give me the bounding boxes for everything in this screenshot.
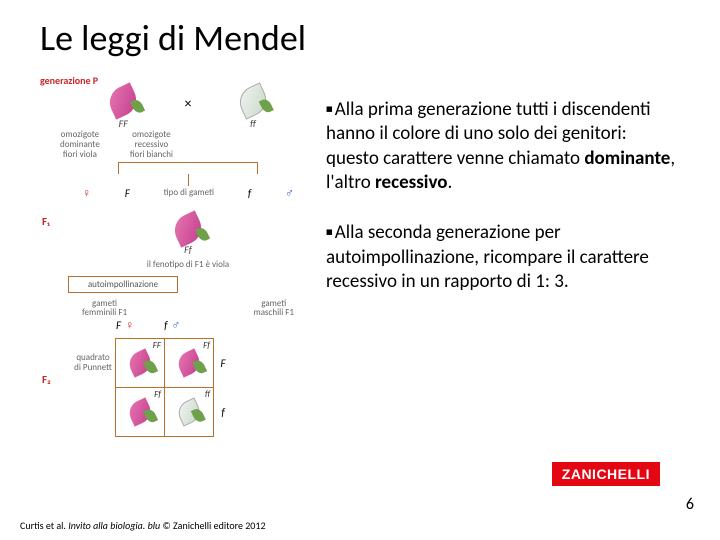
gam-F: F	[125, 187, 130, 200]
publisher-logo: ZANICHELLI	[552, 462, 660, 486]
b2-text: Alla seconda generazione per autoimpolli…	[326, 221, 649, 293]
b1-dominant: dominante	[584, 147, 670, 170]
citation-authors: Curtis et al.	[20, 519, 68, 532]
p-side-f: f	[221, 406, 224, 419]
allele-br: ff	[205, 389, 210, 400]
p-left-3: fiori viola	[60, 150, 100, 160]
allele-p-left: FF	[119, 117, 128, 130]
allele-bl: Ff	[154, 389, 161, 400]
b1-recessive: recessivo	[375, 171, 447, 194]
punnett-bl: Ff	[115, 387, 165, 437]
b1-post: .	[448, 171, 453, 194]
citation-title: Invito alla biologia. blu	[68, 519, 160, 532]
f1-phenotype: il fenotipo di F1 è viola	[147, 260, 230, 270]
allele-tr: Ff	[203, 340, 210, 351]
allele-p-right: ff	[250, 117, 256, 130]
bullet-mark-icon: ▪	[326, 98, 333, 121]
p-top-f: f	[164, 319, 167, 332]
content-row: generazione P FF × ff omozigote dominant…	[40, 74, 680, 437]
punnett-tr: Ff	[164, 338, 214, 388]
punnett-side-2: di Punnett	[70, 363, 116, 373]
bullet-mark-icon: ▪	[326, 221, 333, 244]
allele-tl: FF	[153, 340, 161, 351]
page-number: 6	[686, 495, 694, 514]
p-side-F: F	[220, 357, 225, 370]
label-f1: F₁	[42, 215, 50, 228]
punnett-square: quadrato di Punnett FF Ff F Ff ff f	[70, 339, 308, 437]
citation: Curtis et al. Invito alla biologia. blu …	[20, 519, 266, 532]
flower-p-recessive	[234, 82, 271, 119]
citation-rest: © Zanichelli editore 2012	[160, 519, 265, 532]
cross-symbol: ×	[185, 87, 192, 112]
p-top-F: F	[116, 319, 121, 332]
tipo-gameti: tipo di gameti	[164, 188, 214, 198]
p-right-3: fiori bianchi	[130, 150, 173, 160]
flower-p-dominant	[105, 82, 142, 119]
p-top-male: ♂	[171, 318, 180, 333]
bullet-1: ▪Alla prima generazione tutti i discende…	[326, 98, 680, 195]
gam-f: f	[248, 187, 251, 200]
male-symbol: ♂	[285, 186, 294, 201]
gam-mas-2: maschili F1	[254, 308, 294, 318]
female-symbol: ♀	[82, 186, 91, 201]
label-gen-p: generazione P	[40, 74, 308, 87]
mendel-diagram: generazione P FF × ff omozigote dominant…	[40, 74, 308, 437]
autoimpollinazione-box: autoimpollinazione	[68, 276, 178, 293]
flower-f1	[169, 210, 206, 247]
gam-fem-2: femminili F1	[82, 308, 127, 318]
text-column: ▪Alla prima generazione tutti i discende…	[326, 74, 680, 437]
p-top-female: ♀	[125, 318, 134, 333]
bullet-2: ▪Alla seconda generazione per autoimpoll…	[326, 221, 680, 294]
punnett-br: ff	[164, 387, 214, 437]
label-f2: F₂	[42, 373, 51, 386]
punnett-tl: FF	[115, 338, 165, 388]
slide-title: Le leggi di Mendel	[40, 16, 680, 60]
